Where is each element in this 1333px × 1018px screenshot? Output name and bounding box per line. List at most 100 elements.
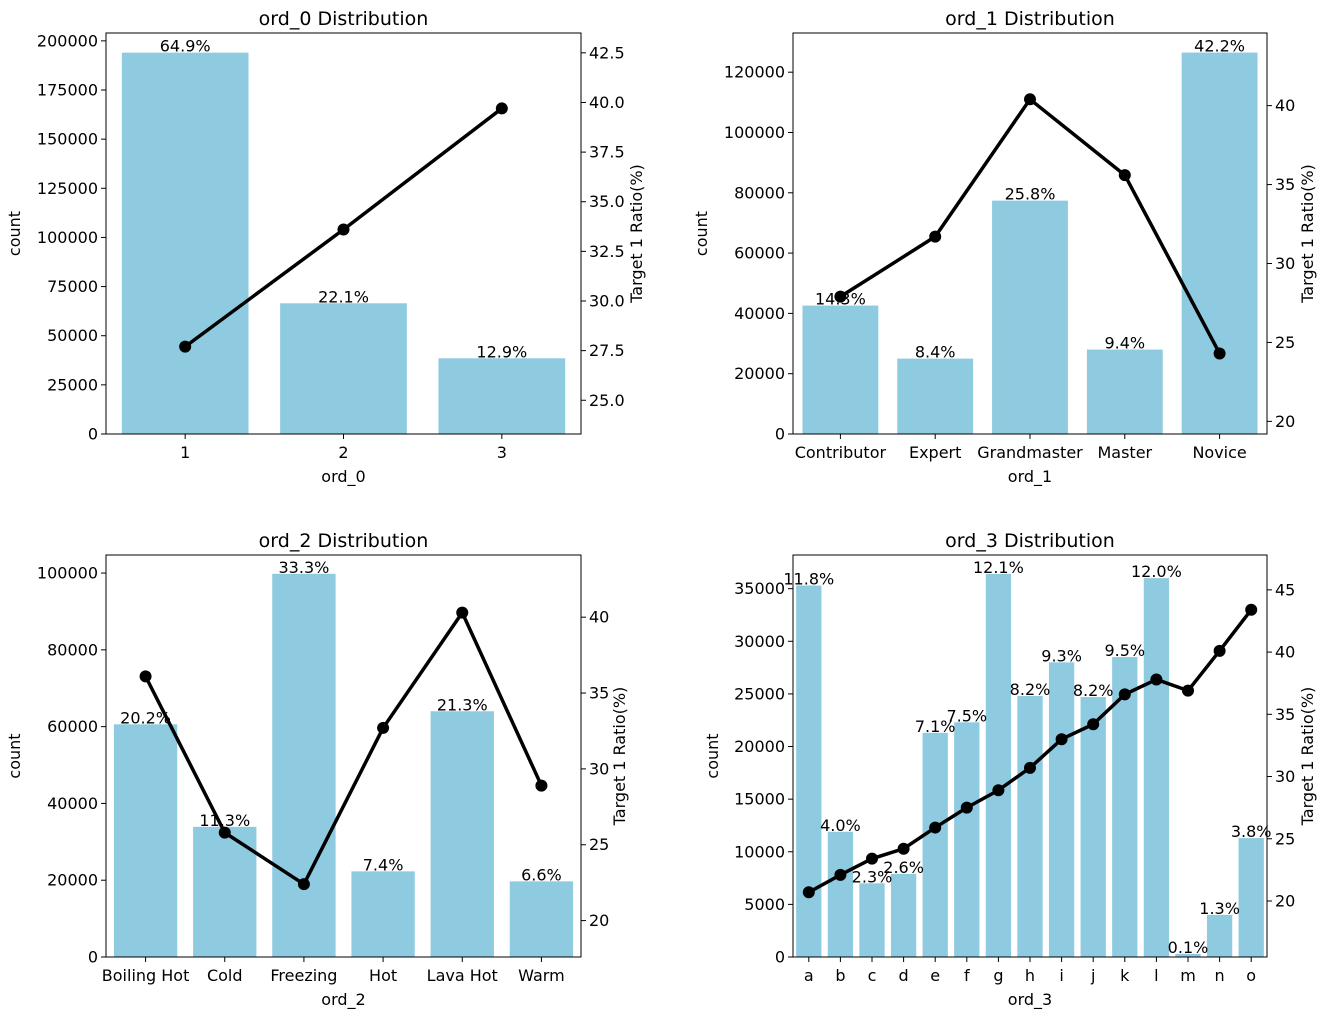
ratio-point [337,223,350,236]
ratio-point [834,868,847,881]
y2-tick-label: 20 [589,911,609,930]
bar-percent-label: 3.8% [1231,822,1272,841]
y-tick-label: 25000 [47,375,98,394]
bar [1181,52,1258,434]
x-tick-label: c [868,966,877,985]
y-tick-label: 40000 [734,304,785,323]
y-tick-label: 60000 [47,717,98,736]
y2-tick-label: 35.0 [589,192,625,211]
bar [280,303,407,434]
y2-axis-label: Target 1 Ratio(%) [1298,687,1317,827]
y-tick-label: 0 [775,425,785,444]
ratio-point [1055,733,1068,746]
bar [1206,914,1233,957]
chart-title: ord_1 Distribution [945,8,1115,30]
bar [1017,696,1043,957]
bar-percent-label: 12.1% [973,558,1024,577]
bar-percent-label: 21.3% [437,695,488,714]
ratio-point [897,842,910,855]
y-tick-label: 175000 [37,81,98,100]
bar-percent-label: 12.0% [1131,562,1182,581]
bar [992,200,1068,434]
ratio-point [456,606,469,619]
x-tick-label: b [835,966,845,985]
bar-percent-label: 11.3% [199,811,250,830]
y-tick-label: 20000 [734,737,785,756]
x-tick-label: a [804,966,814,985]
ratio-point [377,721,390,734]
ratio-point [1118,688,1131,701]
x-tick-label: l [1154,966,1158,985]
chart-title: ord_3 Distribution [945,530,1115,552]
y-tick-label: 120000 [724,63,785,82]
y2-axis-label: Target 1 Ratio(%) [610,687,629,827]
y-tick-label: 40000 [47,794,98,813]
bar [272,573,336,957]
x-tick-label: Novice [1192,443,1246,462]
y-tick-label: 50000 [47,326,98,345]
x-tick-label: 2 [338,443,348,462]
x-tick-label: Master [1097,443,1152,462]
bar-percent-label: 33.3% [279,558,330,577]
y2-tick-label: 27.5 [589,341,625,360]
bar-percent-label: 8.4% [915,343,956,362]
y-tick-label: 0 [88,948,98,967]
y-tick-label: 20000 [47,871,98,890]
bar [509,881,574,957]
ratio-point [179,340,192,353]
y2-tick-label: 40.0 [589,93,625,112]
x-tick-label: f [964,966,970,985]
y2-tick-label: 30 [589,759,609,778]
bar [922,732,948,957]
ratio-point [1024,93,1036,106]
y2-tick-label: 42.5 [589,43,625,62]
x-axis-label: ord_2 [321,990,365,1010]
axes-frame [105,554,582,958]
y-tick-label: 30000 [734,632,785,651]
bar [438,358,566,434]
x-tick-label: Freezing [270,966,337,985]
bar [897,358,974,434]
ratio-point [1150,673,1163,686]
y2-tick-label: 40 [1275,96,1295,115]
x-tick-label: Contributor [795,443,887,462]
bar-percent-label: 7.5% [946,706,987,725]
y2-tick-label: 32.5 [589,242,625,261]
y-tick-label: 35000 [734,579,785,598]
bar-percent-label: 42.2% [1194,37,1245,56]
y2-tick-label: 35 [1275,705,1295,724]
ratio-point [866,852,878,865]
y-tick-label: 15000 [734,790,785,809]
y-tick-label: 25000 [734,684,785,703]
y-tick-label: 125000 [37,179,98,198]
ratio-point [834,290,847,303]
y2-tick-label: 25 [589,835,609,854]
bar [827,831,854,957]
bar-percent-label: 1.3% [1199,899,1240,918]
bar [985,573,1012,957]
y-tick-label: 80000 [734,183,785,202]
bar [859,883,885,957]
x-tick-label: Cold [207,966,243,985]
y-tick-label: 75000 [47,277,98,296]
bar-percent-label: 8.2% [1010,680,1051,699]
y2-tick-label: 40 [589,608,609,627]
bar [1143,578,1170,957]
y2-tick-label: 30.0 [589,291,625,310]
chart-title: ord_0 Distribution [259,8,429,30]
ratio-point [297,878,310,891]
subplot-3: 11.8% 4.0% 2.3%2.6% 7.1%7.5% 12.1% 8.2% 9.3% 8.… [703,530,1317,1010]
ratio-point [929,230,942,243]
bar-percent-label: 64.9% [160,37,211,56]
x-tick-label: d [899,966,909,985]
bar [121,52,249,435]
ratio-point [1245,603,1258,616]
y-tick-label: 10000 [734,842,785,861]
bar-percent-label: 9.5% [1104,641,1145,660]
bar-percent-label: 8.2% [1073,681,1114,700]
bar [1238,838,1264,957]
bar-percent-label: 12.9% [476,342,527,361]
ratio-point [218,826,231,839]
y-tick-label: 100000 [37,564,98,583]
